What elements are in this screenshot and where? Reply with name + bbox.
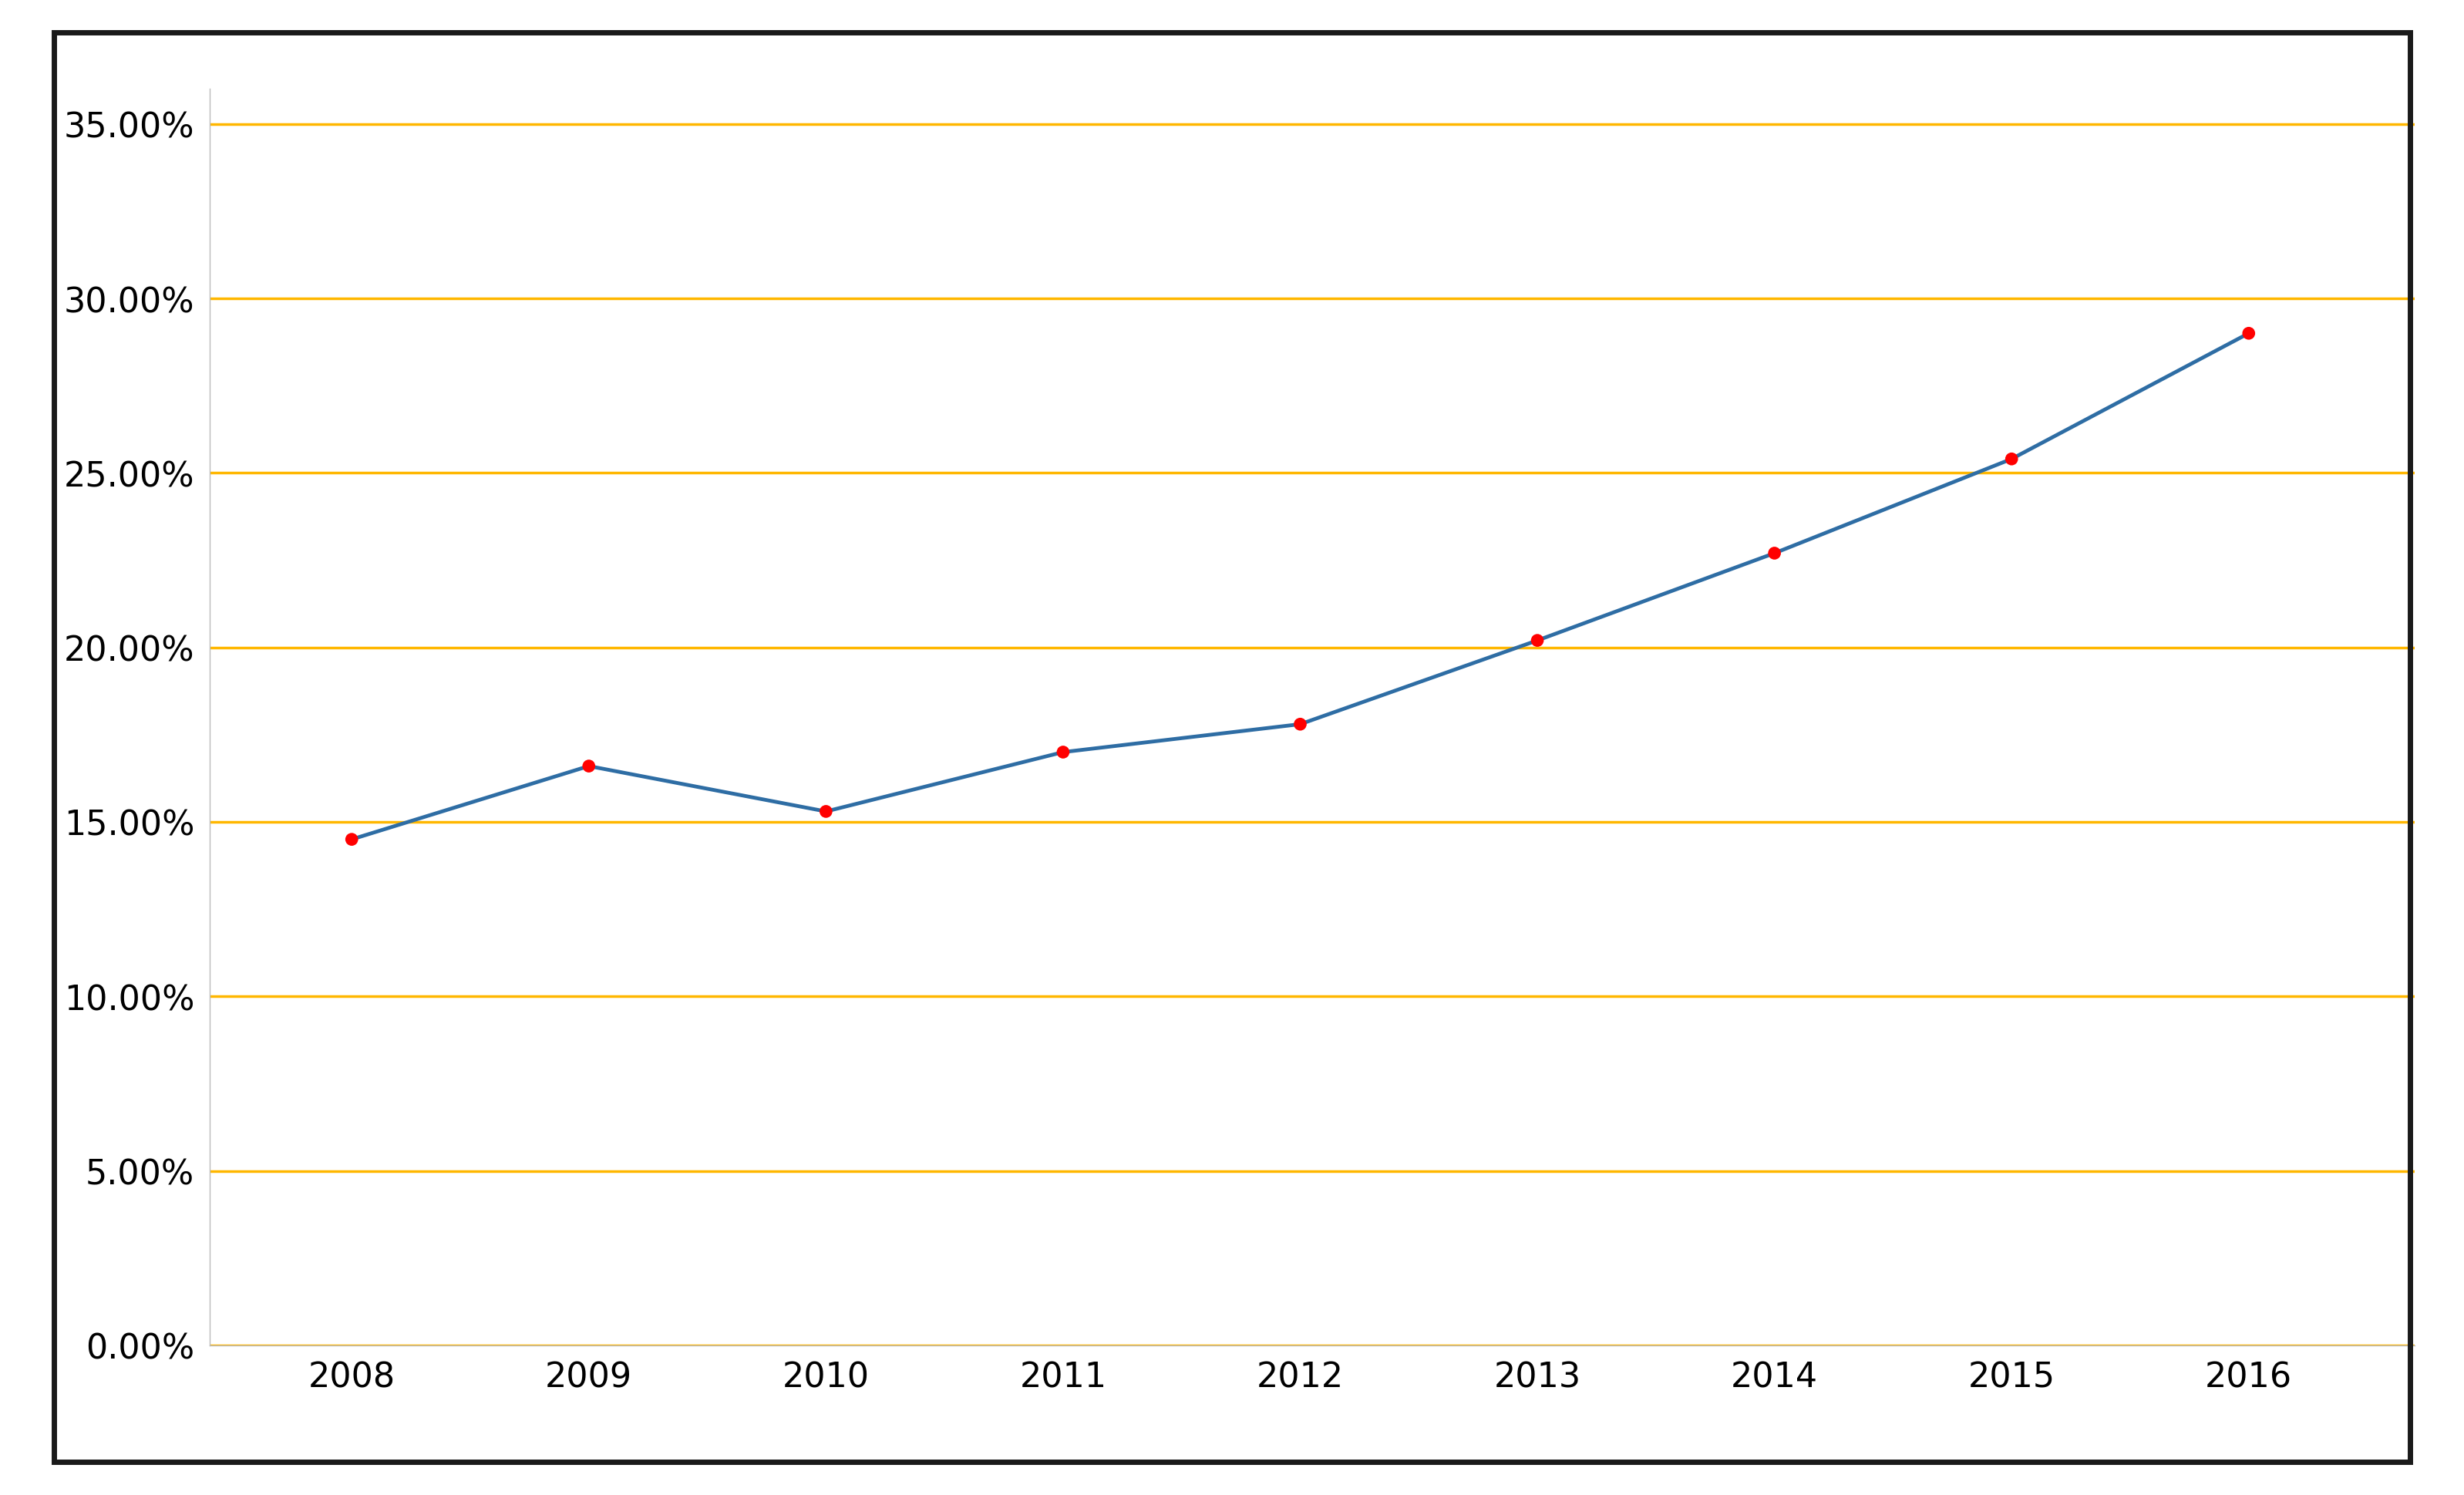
- Point: [1754, 541, 1794, 565]
- Point: [1991, 447, 2030, 471]
- Point: [1281, 713, 1321, 737]
- Point: [2230, 321, 2269, 345]
- Point: [806, 800, 845, 824]
- Point: [1042, 740, 1082, 764]
- Point: [1518, 629, 1557, 653]
- Point: [333, 828, 372, 852]
- Point: [569, 755, 609, 779]
